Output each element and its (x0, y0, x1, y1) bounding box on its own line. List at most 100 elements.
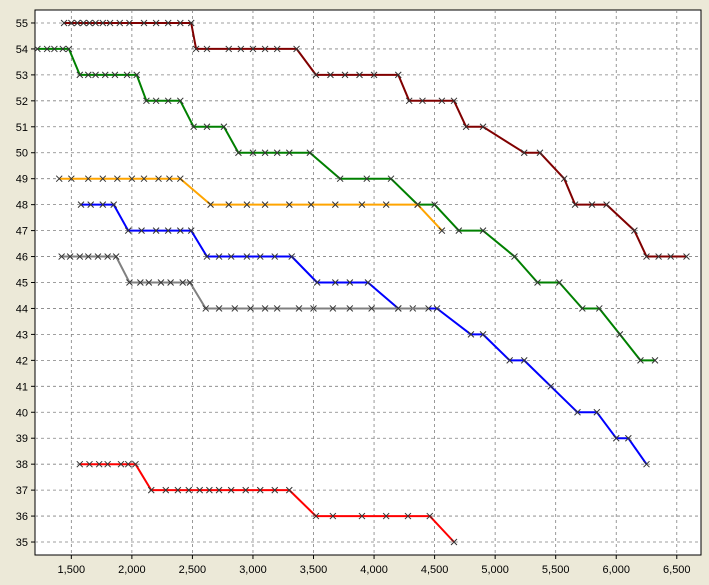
data-point-5-1 (86, 460, 93, 468)
data-point-2-6 (140, 175, 148, 183)
data-point-0-26 (356, 71, 363, 79)
x-tick-label-10: 6,500 (663, 564, 691, 576)
data-point-1-12 (143, 97, 150, 105)
data-point-5-11 (196, 486, 204, 494)
data-point-2-0 (55, 175, 63, 183)
x-axis-ticks: 1,500 2,000 2,500 3,000 3,500 4,000 4,500 5,000… (58, 555, 691, 576)
data-point-3-27 (520, 357, 528, 364)
data-point-1-24 (306, 149, 314, 157)
y-tick-label-4: 39 (16, 433, 28, 445)
data-point-1-2 (51, 45, 58, 53)
data-point-0-35 (520, 149, 528, 157)
series-0 (60, 19, 690, 260)
data-point-1-8 (101, 71, 109, 79)
data-point-5-17 (271, 486, 279, 494)
data-point-1-23 (285, 149, 293, 157)
data-point-4-0 (58, 253, 65, 260)
data-point-3-18 (331, 279, 339, 286)
data-point-2-8 (166, 175, 173, 183)
data-point-5-2 (95, 460, 103, 468)
data-point-0-41 (631, 227, 638, 234)
data-point-3-33 (643, 460, 650, 468)
y-tick-label-2: 37 (16, 485, 28, 497)
data-point-3-1 (87, 201, 95, 208)
data-point-0-6 (99, 19, 107, 27)
data-point-1-4 (65, 45, 73, 53)
data-point-0-40 (603, 201, 610, 208)
data-point-3-15 (271, 253, 279, 260)
data-point-2-16 (331, 201, 339, 208)
data-point-2-18 (382, 201, 390, 208)
x-tick-label-2: 2,500 (179, 564, 207, 576)
data-point-0-20 (261, 45, 269, 53)
data-point-5-9 (174, 486, 182, 494)
data-point-0-4 (86, 19, 93, 27)
y-tick-label-5: 40 (16, 407, 28, 419)
data-point-0-0 (60, 19, 68, 27)
data-point-0-9 (126, 19, 133, 27)
data-point-0-27 (370, 71, 378, 79)
data-point-5-12 (206, 486, 213, 494)
data-point-4-4 (94, 253, 102, 260)
x-tick-label-5: 4,000 (360, 564, 388, 576)
data-point-3-24 (467, 331, 475, 338)
data-point-3-13 (243, 253, 251, 260)
data-point-1-34 (555, 279, 563, 286)
series-group (34, 19, 690, 546)
y-tick-label-8: 43 (16, 329, 28, 341)
data-point-0-15 (192, 45, 200, 53)
data-point-2-13 (261, 201, 269, 208)
data-point-0-34 (479, 123, 487, 131)
x-tick-label-6: 4,500 (421, 564, 449, 576)
data-point-3-31 (612, 434, 620, 442)
data-point-2-19 (414, 201, 422, 208)
data-point-4-24 (368, 305, 375, 312)
data-point-1-33 (534, 279, 541, 286)
data-point-0-44 (667, 253, 675, 260)
data-point-3-0 (77, 201, 85, 208)
series-line-0 (64, 22, 687, 258)
data-point-1-25 (336, 175, 344, 183)
data-point-5-7 (147, 486, 155, 494)
data-point-3-10 (203, 253, 211, 260)
data-point-5-18 (285, 486, 293, 494)
data-point-3-20 (364, 279, 372, 286)
data-point-5-19 (312, 512, 320, 520)
data-point-0-43 (655, 253, 662, 260)
data-point-1-32 (511, 253, 518, 260)
data-point-5-0 (76, 460, 84, 468)
data-point-1-17 (203, 123, 211, 131)
y-tick-label-12: 47 (16, 226, 28, 238)
data-point-0-42 (643, 253, 650, 260)
data-point-1-6 (84, 71, 92, 79)
data-point-0-29 (405, 97, 413, 105)
data-point-1-11 (133, 71, 141, 79)
data-point-0-21 (273, 45, 281, 53)
series-line-5 (79, 463, 455, 543)
data-point-1-14 (164, 97, 172, 105)
data-point-1-1 (43, 45, 51, 53)
data-point-4-7 (126, 279, 133, 286)
series-line-1 (37, 47, 655, 362)
data-point-0-14 (187, 19, 195, 27)
data-point-1-21 (261, 149, 269, 157)
y-tick-label-9: 44 (16, 303, 28, 315)
x-tick-label-7: 5,000 (481, 564, 509, 576)
data-point-0-30 (419, 97, 426, 105)
data-point-0-11 (152, 19, 160, 27)
y-axis-ticks: 35 36 37 38 39 40 41 42 43 44 45 46 47 48 49 50 51 52 53 54… (16, 18, 35, 549)
y-tick-label-6: 41 (16, 381, 28, 393)
data-point-2-15 (307, 201, 315, 208)
data-point-5-23 (404, 512, 412, 520)
data-point-0-28 (394, 71, 402, 79)
data-point-0-5 (92, 19, 99, 27)
data-point-0-18 (237, 45, 245, 53)
data-point-5-14 (227, 486, 235, 494)
data-point-5-25 (450, 538, 458, 546)
data-point-0-45 (683, 253, 690, 260)
data-point-5-10 (185, 486, 193, 494)
data-point-2-14 (285, 201, 293, 208)
data-point-0-25 (341, 71, 349, 79)
data-point-1-5 (76, 71, 84, 79)
